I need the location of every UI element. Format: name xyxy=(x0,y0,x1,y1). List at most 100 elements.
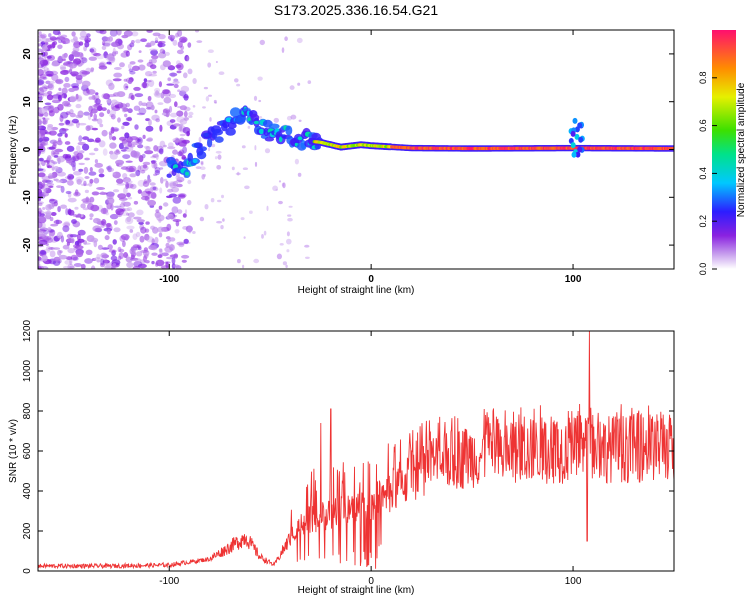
noise-blob xyxy=(62,69,70,73)
noise-blob xyxy=(202,106,206,109)
noise-blob xyxy=(42,69,47,74)
noise-blob xyxy=(166,256,174,260)
noise-blob xyxy=(196,40,203,43)
noise-blob xyxy=(53,219,63,225)
noise-blob xyxy=(127,142,133,147)
noise-blob xyxy=(158,34,166,40)
noise-blob xyxy=(111,250,116,257)
noise-blob xyxy=(173,123,181,127)
noise-blob xyxy=(188,115,193,118)
noise-blob xyxy=(200,166,206,170)
y-tick-label: -20 xyxy=(22,237,33,252)
noise-blob xyxy=(86,33,91,38)
noise-blob xyxy=(181,254,190,259)
noise-blob xyxy=(157,42,166,48)
noise-blob xyxy=(118,103,128,109)
signal-blob xyxy=(575,151,581,158)
noise-blob xyxy=(48,146,56,150)
noise-blob xyxy=(67,173,75,181)
noise-blob xyxy=(47,165,52,169)
noise-blob xyxy=(154,92,164,98)
noise-blob xyxy=(52,95,59,102)
noise-blob xyxy=(172,180,178,187)
signal-blob xyxy=(196,151,207,160)
noise-blob xyxy=(287,214,292,217)
signal-blob xyxy=(574,133,580,140)
noise-blob xyxy=(38,201,44,205)
noise-blob xyxy=(127,79,133,85)
noise-blob xyxy=(146,236,154,243)
noise-blob xyxy=(177,151,183,157)
noise-blob xyxy=(82,200,92,204)
noise-blob xyxy=(69,175,75,179)
noise-blob xyxy=(132,265,140,269)
noise-blob xyxy=(77,213,82,218)
noise-blob xyxy=(143,179,148,184)
noise-blob xyxy=(40,91,45,96)
noise-blob xyxy=(111,51,117,57)
noise-blob xyxy=(264,148,271,154)
noise-blob xyxy=(253,95,258,101)
noise-blob xyxy=(113,227,121,233)
noise-blob xyxy=(123,252,128,258)
noise-blob xyxy=(103,93,110,100)
noise-blob xyxy=(113,67,122,70)
noise-blob xyxy=(174,229,180,234)
noise-blob xyxy=(177,41,183,48)
noise-blob xyxy=(94,227,102,233)
noise-blob xyxy=(134,124,139,130)
noise-blob xyxy=(66,160,73,164)
y-tick-label: 0 xyxy=(22,568,33,574)
noise-blob xyxy=(137,138,142,142)
noise-blob xyxy=(108,55,116,64)
noise-blob xyxy=(48,185,54,188)
noise-blob xyxy=(192,231,196,234)
noise-blob xyxy=(66,241,70,246)
noise-blob xyxy=(82,143,90,151)
signal-blob xyxy=(230,107,241,118)
noise-blob xyxy=(80,183,89,187)
noise-blob xyxy=(52,247,61,250)
noise-blob xyxy=(90,237,99,243)
noise-blob xyxy=(133,86,141,91)
noise-blob xyxy=(51,41,56,49)
y-tick-label: 1000 xyxy=(22,359,33,382)
noise-blob xyxy=(243,236,246,239)
noise-blob xyxy=(181,259,187,263)
noise-blob xyxy=(54,148,64,153)
noise-blob xyxy=(62,40,66,44)
noise-blob xyxy=(297,172,302,177)
noise-blob xyxy=(122,146,129,150)
noise-blob xyxy=(95,92,99,96)
noise-blob xyxy=(38,168,44,171)
noise-blob xyxy=(119,136,127,141)
noise-blob xyxy=(161,252,169,257)
noise-blob xyxy=(244,185,250,190)
noise-blob xyxy=(41,175,51,181)
noise-blob xyxy=(122,121,130,126)
x-tick-label: 100 xyxy=(565,576,582,587)
noise-blob xyxy=(67,248,75,254)
noise-blob xyxy=(51,203,55,207)
noise-blob xyxy=(106,61,112,65)
noise-blob xyxy=(183,110,188,118)
x-tick-label: -100 xyxy=(159,576,179,587)
noise-blob xyxy=(152,70,157,74)
noise-blob xyxy=(58,87,62,92)
noise-blob xyxy=(88,96,93,100)
noise-blob xyxy=(97,204,104,213)
noise-blob xyxy=(130,94,135,101)
noise-blob xyxy=(117,255,122,261)
noise-blob xyxy=(83,180,87,186)
noise-blob xyxy=(99,123,104,128)
noise-blob xyxy=(169,72,178,77)
noise-blob xyxy=(172,80,180,84)
noise-blob xyxy=(169,182,177,189)
noise-blob xyxy=(137,59,144,63)
noise-blob xyxy=(64,133,68,138)
noise-blob xyxy=(282,182,286,189)
noise-blob xyxy=(180,85,190,93)
snr-y-label: SNR (10 * v/v) xyxy=(8,419,19,483)
noise-blob xyxy=(179,36,188,43)
